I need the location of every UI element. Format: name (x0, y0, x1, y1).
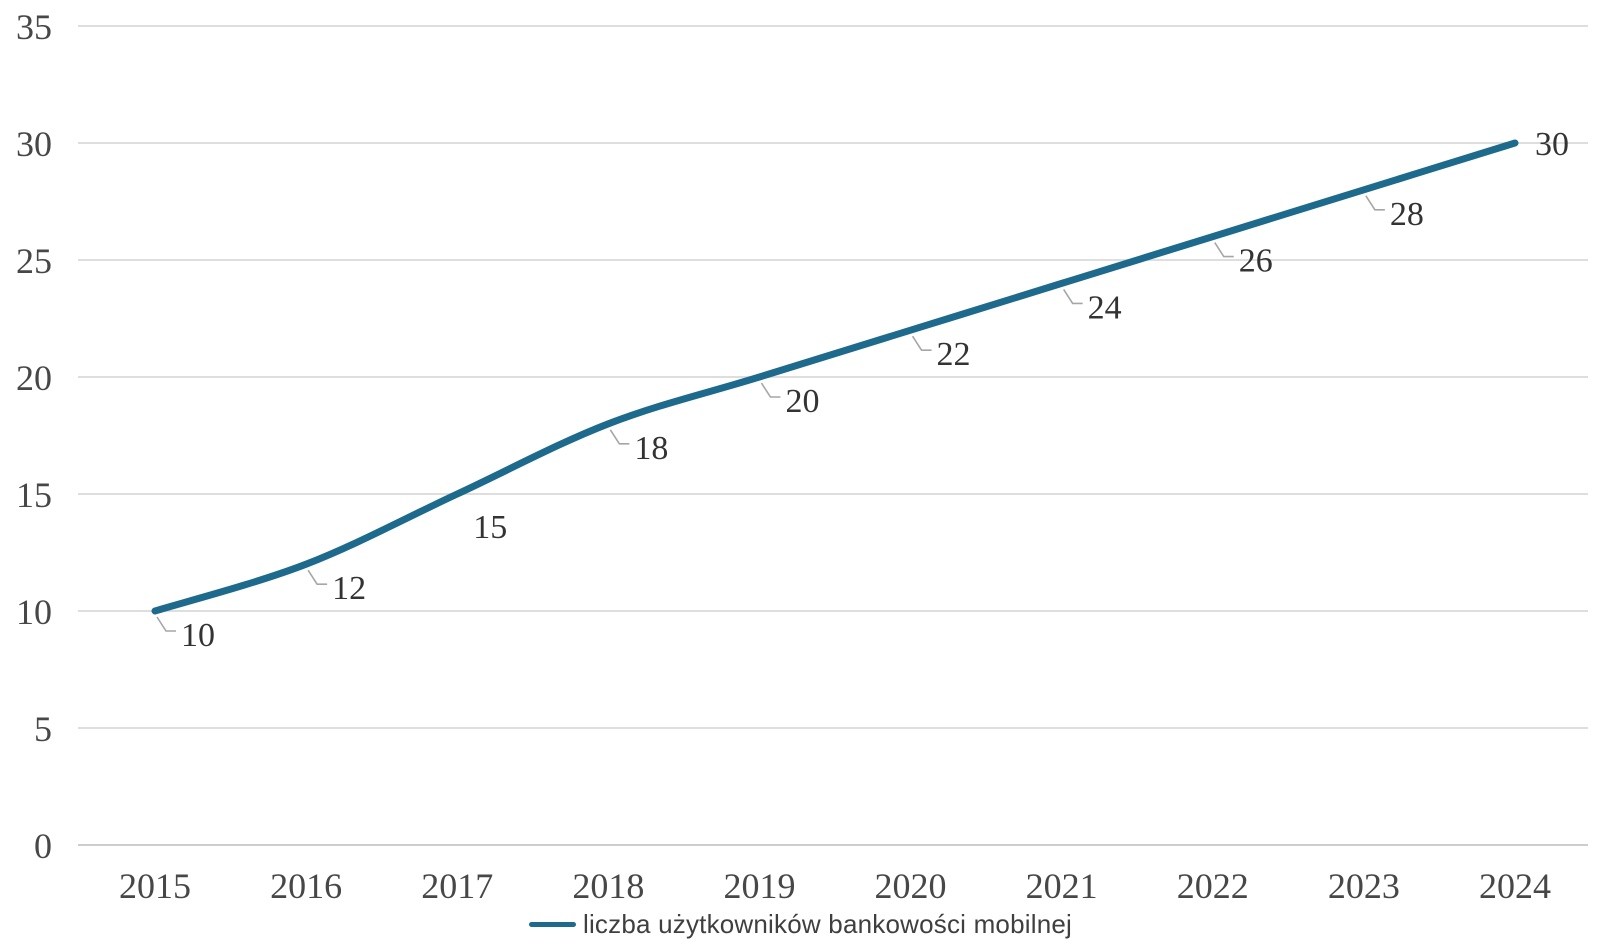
y-tick-label: 10 (16, 592, 52, 632)
data-label: 18 (634, 430, 668, 467)
data-label-leader-line (1062, 288, 1083, 305)
y-tick-label: 20 (16, 358, 52, 398)
x-tick-label: 2016 (270, 866, 342, 906)
data-label: 30 (1535, 126, 1569, 163)
x-tick-label: 2023 (1328, 866, 1400, 906)
series-line (151, 139, 1519, 615)
data-label: 24 (1088, 289, 1122, 326)
x-tick-label: 2017 (421, 866, 493, 906)
data-label-leader-line (760, 382, 781, 398)
data-label-leader-line (1214, 242, 1234, 258)
data-label: 22 (937, 336, 971, 373)
x-tick-label: 2021 (1026, 866, 1098, 906)
y-tick-label: 30 (16, 124, 52, 164)
x-tick-label: 2018 (572, 866, 644, 906)
data-label-leader-line (609, 429, 630, 445)
data-label: 12 (332, 570, 366, 607)
legend: liczba użytkowników bankowości mobilnej (0, 903, 1601, 945)
y-tick-label: 35 (16, 7, 52, 47)
data-label-leader-line (156, 616, 176, 632)
data-label: 15 (473, 509, 507, 546)
x-tick-label: 2024 (1479, 866, 1551, 906)
data-label: 10 (181, 617, 215, 654)
y-tick-label: 25 (16, 241, 52, 281)
data-label: 26 (1239, 243, 1273, 280)
data-label-leader-line (1365, 195, 1385, 211)
data-label: 20 (785, 383, 819, 420)
y-tick-label: 15 (16, 475, 52, 515)
x-tick-label: 2022 (1177, 866, 1249, 906)
data-label-leader-line (911, 335, 932, 352)
data-label: 28 (1390, 196, 1424, 233)
legend-line-swatch (528, 921, 576, 927)
y-tick-label: 5 (34, 709, 52, 749)
legend-label: liczba użytkowników bankowości mobilnej (582, 908, 1073, 939)
y-tick-label: 0 (34, 826, 52, 866)
x-tick-label: 2019 (723, 866, 795, 906)
x-tick-label: 2015 (119, 866, 191, 906)
x-tick-label: 2020 (875, 866, 947, 906)
data-label-leader-line (307, 569, 328, 586)
